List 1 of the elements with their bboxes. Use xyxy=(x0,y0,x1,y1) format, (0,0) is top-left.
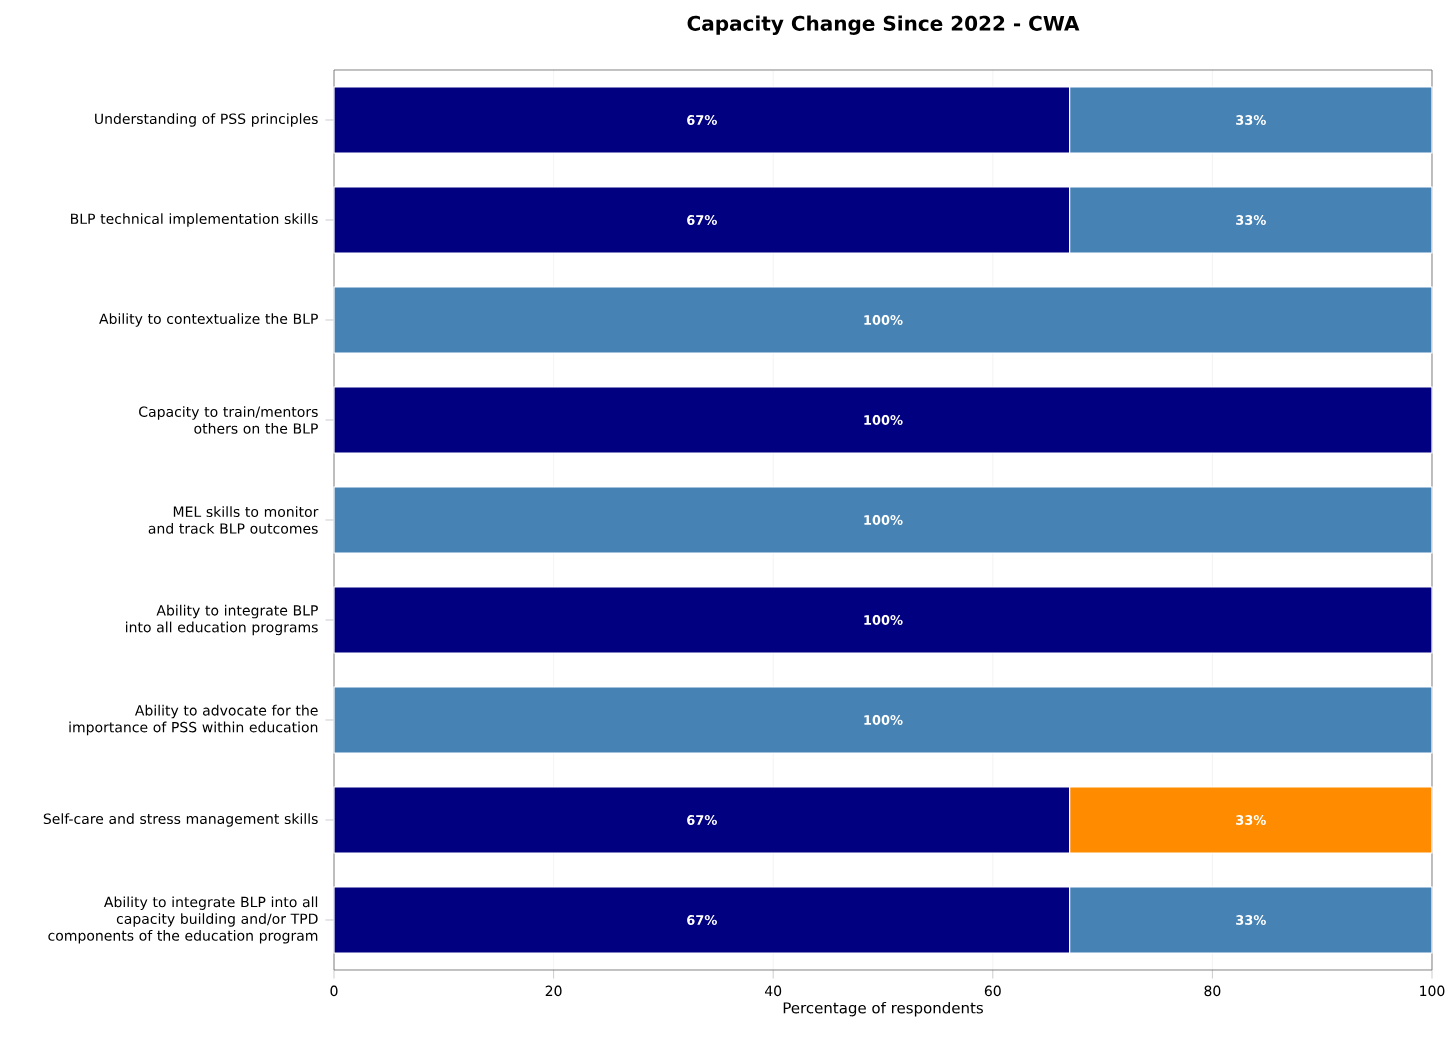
chart-title: Capacity Change Since 2022 - CWA xyxy=(687,15,1080,35)
